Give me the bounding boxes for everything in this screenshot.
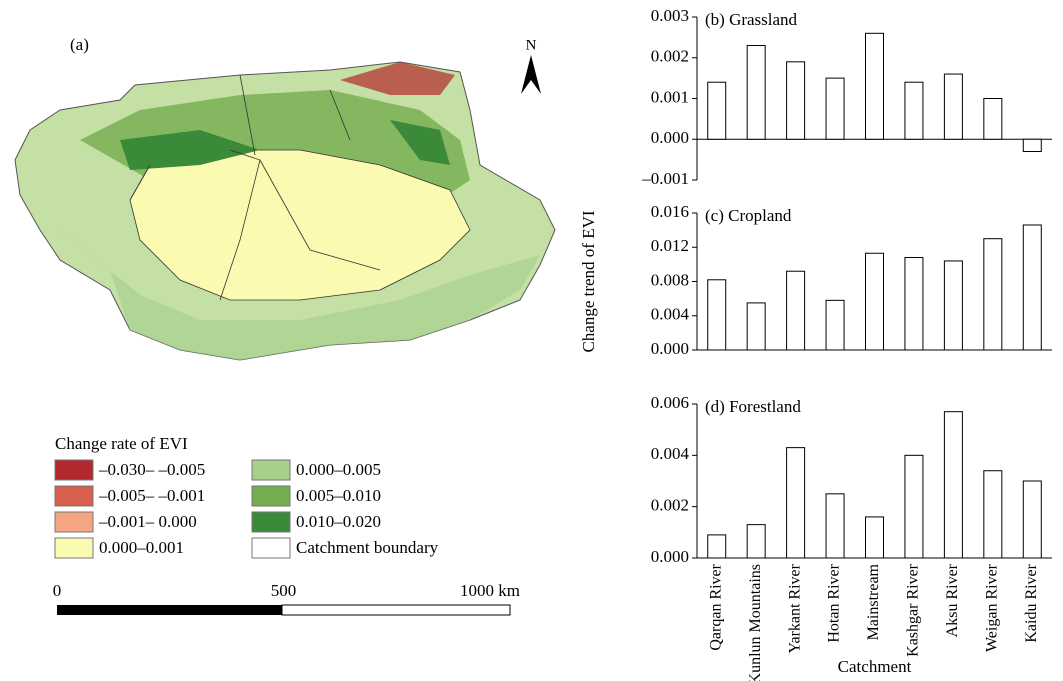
bar [904,81,924,140]
legend-swatch [54,511,94,533]
y-tick-label: 0.002 [651,47,689,66]
y-tick-label: 0.003 [651,6,689,25]
x-tick-label: Kunlun Mountains [747,564,764,681]
legend-label: –0.005– –0.001 [98,486,205,505]
north-label: N [526,37,537,53]
legend-title: Change rate of EVI [55,434,188,453]
bar [825,299,845,351]
legend-label: 0.000–0.001 [99,538,184,557]
x-tick-label: Kaidu River [1023,563,1040,642]
bar [983,470,1003,559]
bar [707,534,727,559]
y-axis-label: Change trend of EVI [579,210,598,352]
legend-label: 0.005–0.010 [296,486,381,505]
map-patch [120,130,260,170]
bar [904,257,924,351]
bar [983,98,1003,140]
bar [943,260,963,351]
legend-label: 0.010–0.020 [296,512,381,531]
y-tick-label: 0.012 [651,236,689,255]
legend-swatch [251,459,291,481]
map-patch [340,62,455,95]
bar [786,270,806,351]
bar [1022,480,1042,559]
panel-title: (d) Forestland [705,397,801,416]
legend-label: 0.000–0.005 [296,460,381,479]
bar [943,411,963,559]
map-label: (a) [70,35,89,54]
bar [983,238,1003,351]
bar [746,524,766,559]
x-tick-label: Mainstream [865,563,882,640]
bar [904,454,924,559]
y-tick-label: 0.000 [651,339,689,358]
x-tick-label: Weigan River [984,563,1001,652]
x-tick-label: Hotan River [826,563,843,642]
bar [707,279,727,351]
bar [865,516,884,559]
legend-label: –0.001– 0.000 [98,512,197,531]
scale-bar [281,604,511,616]
scale-bar [57,605,282,615]
scale-label: 1000 km [460,581,520,600]
bar [825,493,845,559]
y-tick-label: 0.000 [651,128,689,147]
bar [746,302,766,351]
y-tick-label: 0.016 [651,202,689,221]
map [14,55,556,361]
y-tick-label: –0.001 [641,169,689,188]
y-tick-label: 0.008 [651,270,689,289]
y-tick-label: 0.000 [651,547,689,566]
y-tick-label: 0.006 [651,393,689,412]
legend-label: –0.030– –0.005 [98,460,205,479]
bar [825,77,845,140]
panel-title: (b) Grassland [705,10,798,29]
y-tick-label: 0.001 [651,87,689,106]
legend-swatch [54,537,94,559]
legend-label: Catchment boundary [296,538,439,557]
y-tick-label: 0.002 [651,496,689,515]
map-patch [390,120,450,165]
bar [746,45,766,140]
x-tick-label: Kashgar River [905,563,922,657]
bar [786,447,806,559]
north-arrow [521,55,541,94]
scale-label: 0 [53,581,62,600]
y-tick-label: 0.004 [651,444,690,463]
x-axis-label: Catchment [838,657,912,676]
x-tick-label: Yarkant River [786,563,803,653]
legend-swatch [251,537,291,559]
bar [1022,224,1042,351]
scale-label: 500 [271,581,297,600]
bar [943,73,963,140]
x-tick-label: Aksu River [944,563,961,637]
map-patch [60,230,540,360]
bar [865,252,884,351]
catchment-boundary [129,74,381,301]
legend-swatch [251,485,291,507]
bar [707,81,727,140]
y-tick-label: 0.004 [651,305,690,324]
bar [865,32,884,140]
map-desert [129,149,471,301]
bar [1022,138,1042,152]
legend-swatch [54,459,94,481]
panel-title: (c) Cropland [705,206,792,225]
legend-swatch [54,485,94,507]
bar [786,61,806,140]
legend-swatch [251,511,291,533]
x-tick-label: Qarqan River [707,563,724,650]
